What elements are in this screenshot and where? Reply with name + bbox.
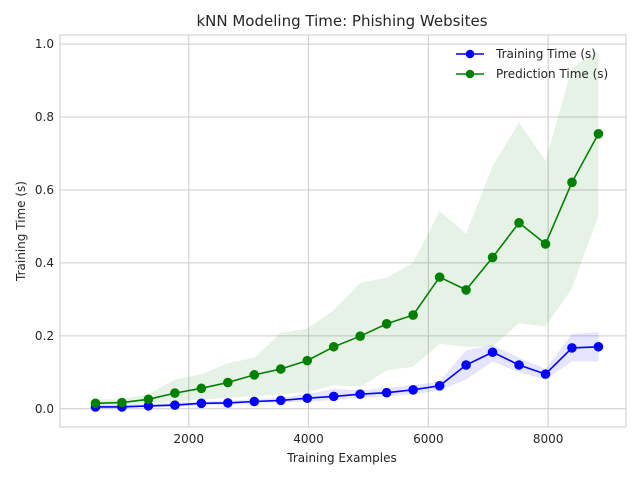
data-point bbox=[381, 319, 392, 329]
data-point bbox=[275, 395, 286, 406]
y-tick-label: 0.6 bbox=[35, 183, 54, 197]
x-tick-label: 2000 bbox=[173, 432, 204, 446]
data-point bbox=[487, 252, 498, 263]
legend-label: Training Time (s) bbox=[495, 47, 596, 61]
x-tick-label: 4000 bbox=[293, 432, 324, 446]
data-point bbox=[567, 343, 577, 353]
data-point bbox=[408, 310, 418, 320]
y-tick-label: 0.2 bbox=[35, 329, 54, 343]
data-point bbox=[143, 394, 154, 405]
data-point bbox=[408, 385, 418, 395]
data-point bbox=[514, 217, 524, 228]
data-point bbox=[355, 331, 365, 342]
data-point bbox=[461, 285, 471, 295]
x-axis-label: Training Examples bbox=[286, 451, 396, 465]
data-point bbox=[540, 369, 551, 379]
data-points bbox=[90, 129, 604, 412]
data-point bbox=[302, 355, 313, 366]
data-point bbox=[196, 398, 207, 409]
x-tick-label: 6000 bbox=[413, 432, 444, 446]
data-point bbox=[487, 347, 498, 358]
data-point bbox=[461, 360, 471, 370]
data-point bbox=[302, 393, 313, 403]
data-point bbox=[223, 398, 233, 408]
y-tick-label: 0.4 bbox=[35, 256, 54, 270]
data-point bbox=[381, 387, 392, 398]
data-point bbox=[328, 341, 339, 352]
y-axis-label: Training Time (s) bbox=[14, 181, 28, 282]
y-tick-label: 0.8 bbox=[35, 110, 54, 124]
confidence-bands bbox=[95, 51, 599, 409]
data-point bbox=[249, 396, 260, 407]
y-tick-labels: 0.0 0.2 0.4 0.6 0.8 1.0 bbox=[35, 37, 54, 416]
y-tick-label: 0.0 bbox=[35, 402, 54, 416]
chart-title: kNN Modeling Time: Phishing Websites bbox=[196, 12, 487, 30]
series-band-0 bbox=[95, 332, 599, 409]
x-tick-label: 8000 bbox=[533, 432, 564, 446]
data-point bbox=[567, 177, 577, 188]
data-point bbox=[593, 129, 604, 139]
plot-area bbox=[60, 35, 626, 427]
data-point bbox=[170, 388, 180, 398]
plot-frame bbox=[59, 34, 627, 428]
data-point bbox=[434, 380, 445, 391]
data-point bbox=[223, 377, 233, 388]
data-point bbox=[117, 397, 127, 408]
legend-label: Prediction Time (s) bbox=[496, 67, 608, 81]
y-tick-label: 1.0 bbox=[35, 37, 54, 51]
data-point bbox=[434, 272, 445, 282]
grid bbox=[60, 35, 626, 427]
data-point bbox=[514, 360, 524, 370]
data-point bbox=[90, 398, 101, 409]
data-point bbox=[170, 400, 180, 410]
data-point bbox=[249, 370, 260, 380]
data-point bbox=[328, 391, 339, 402]
legend: Training Time (s) Prediction Time (s) bbox=[456, 47, 608, 81]
data-point bbox=[196, 383, 207, 394]
x-tick-labels: 2000 4000 6000 8000 bbox=[173, 432, 563, 446]
data-point bbox=[540, 239, 551, 249]
data-point bbox=[593, 341, 604, 352]
legend-swatch-marker bbox=[465, 49, 475, 59]
data-point bbox=[275, 364, 286, 374]
legend-swatch-marker bbox=[465, 69, 475, 79]
series-band-1 bbox=[95, 51, 599, 407]
data-point bbox=[355, 389, 365, 399]
